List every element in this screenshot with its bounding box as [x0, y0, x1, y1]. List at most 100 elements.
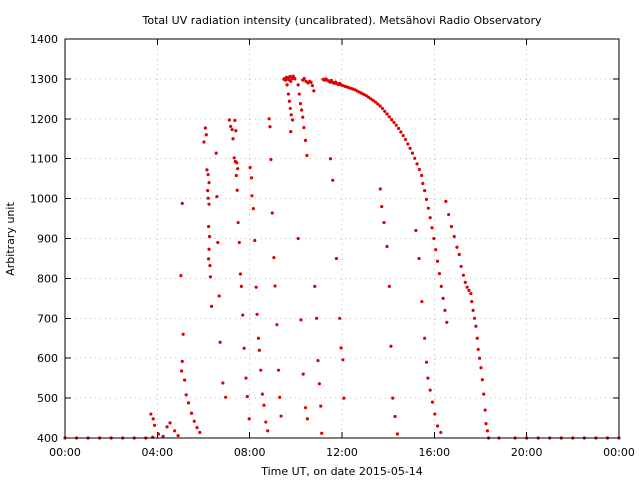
data-point — [233, 118, 237, 122]
data-point — [390, 117, 394, 122]
data-point — [255, 312, 259, 316]
data-point — [245, 394, 249, 399]
data-point — [215, 195, 219, 199]
data-point — [428, 388, 432, 392]
data-point — [256, 336, 261, 340]
data-point — [334, 256, 339, 261]
data-point — [296, 236, 300, 241]
data-point — [396, 126, 401, 130]
data-point — [479, 366, 483, 370]
data-point — [472, 316, 477, 320]
data-point — [424, 197, 429, 201]
data-point — [449, 224, 454, 229]
data-point — [156, 432, 161, 436]
x-tick-label: 00:00 — [49, 446, 81, 459]
data-point — [268, 125, 272, 129]
data-point — [298, 102, 303, 106]
data-point — [316, 358, 320, 363]
data-point — [237, 240, 241, 245]
data-point — [287, 99, 291, 103]
data-point — [236, 167, 240, 171]
data-point — [289, 79, 293, 83]
data-point — [165, 425, 169, 429]
data-point — [470, 299, 474, 304]
data-point — [267, 117, 271, 121]
x-tick-label: 16:00 — [418, 446, 450, 459]
data-point — [180, 359, 184, 363]
data-point — [216, 240, 220, 245]
y-tick-label: 900 — [37, 233, 58, 246]
data-point — [432, 236, 436, 241]
chart-title: Total UV radiation intensity (uncalibrat… — [142, 14, 542, 27]
data-point — [394, 123, 398, 127]
data-point — [302, 125, 306, 130]
data-point — [239, 284, 243, 288]
data-point — [278, 395, 282, 399]
data-point — [312, 89, 316, 93]
data-point — [433, 412, 437, 416]
data-point — [203, 126, 207, 130]
data-point — [341, 358, 345, 362]
data-point — [260, 392, 264, 396]
data-point — [207, 202, 211, 206]
data-point — [182, 378, 187, 382]
data-point — [296, 83, 300, 87]
data-point — [430, 226, 434, 230]
data-point — [445, 320, 449, 324]
data-point — [389, 344, 393, 348]
data-point — [305, 153, 309, 158]
data-point — [320, 431, 324, 435]
y-tick-label: 700 — [37, 312, 58, 325]
data-point — [181, 332, 185, 336]
data-point — [227, 118, 231, 122]
data-point — [387, 115, 391, 119]
data-point — [467, 288, 471, 292]
data-point — [430, 400, 435, 404]
data-point — [230, 127, 234, 132]
data-point — [179, 369, 184, 373]
data-point — [207, 247, 211, 251]
data-point — [149, 412, 153, 416]
data-point — [207, 234, 212, 239]
data-point — [444, 199, 448, 203]
data-point — [202, 140, 206, 144]
data-point — [300, 108, 304, 112]
data-point — [286, 92, 291, 96]
data-point — [254, 285, 258, 289]
data-point — [315, 316, 319, 320]
data-point — [214, 151, 218, 155]
data-point — [244, 376, 248, 380]
data-point — [273, 284, 277, 288]
data-point — [208, 264, 212, 268]
data-point — [251, 206, 255, 211]
data-point — [373, 100, 378, 104]
data-point — [289, 129, 293, 134]
data-point — [423, 336, 427, 340]
data-point — [434, 248, 438, 252]
frame-layer — [64, 38, 620, 439]
data-point — [234, 129, 238, 133]
data-point — [485, 429, 490, 433]
data-point — [387, 284, 391, 288]
data-point — [302, 76, 306, 81]
data-point — [437, 272, 442, 276]
data-point — [309, 80, 313, 85]
data-point — [417, 256, 421, 261]
data-point — [383, 109, 387, 113]
data-point — [279, 414, 283, 418]
data-point — [288, 74, 292, 79]
data-point — [289, 113, 293, 117]
data-point — [435, 259, 440, 263]
y-tick-label: 500 — [37, 392, 58, 405]
data-point — [461, 273, 466, 277]
data-point — [207, 181, 211, 185]
data-point — [457, 252, 461, 257]
data-point — [161, 434, 165, 439]
data-point — [249, 176, 254, 180]
data-point — [284, 78, 288, 82]
data-point — [257, 348, 261, 352]
data-point — [415, 162, 419, 166]
data-point — [417, 167, 421, 172]
data-point — [474, 324, 478, 328]
